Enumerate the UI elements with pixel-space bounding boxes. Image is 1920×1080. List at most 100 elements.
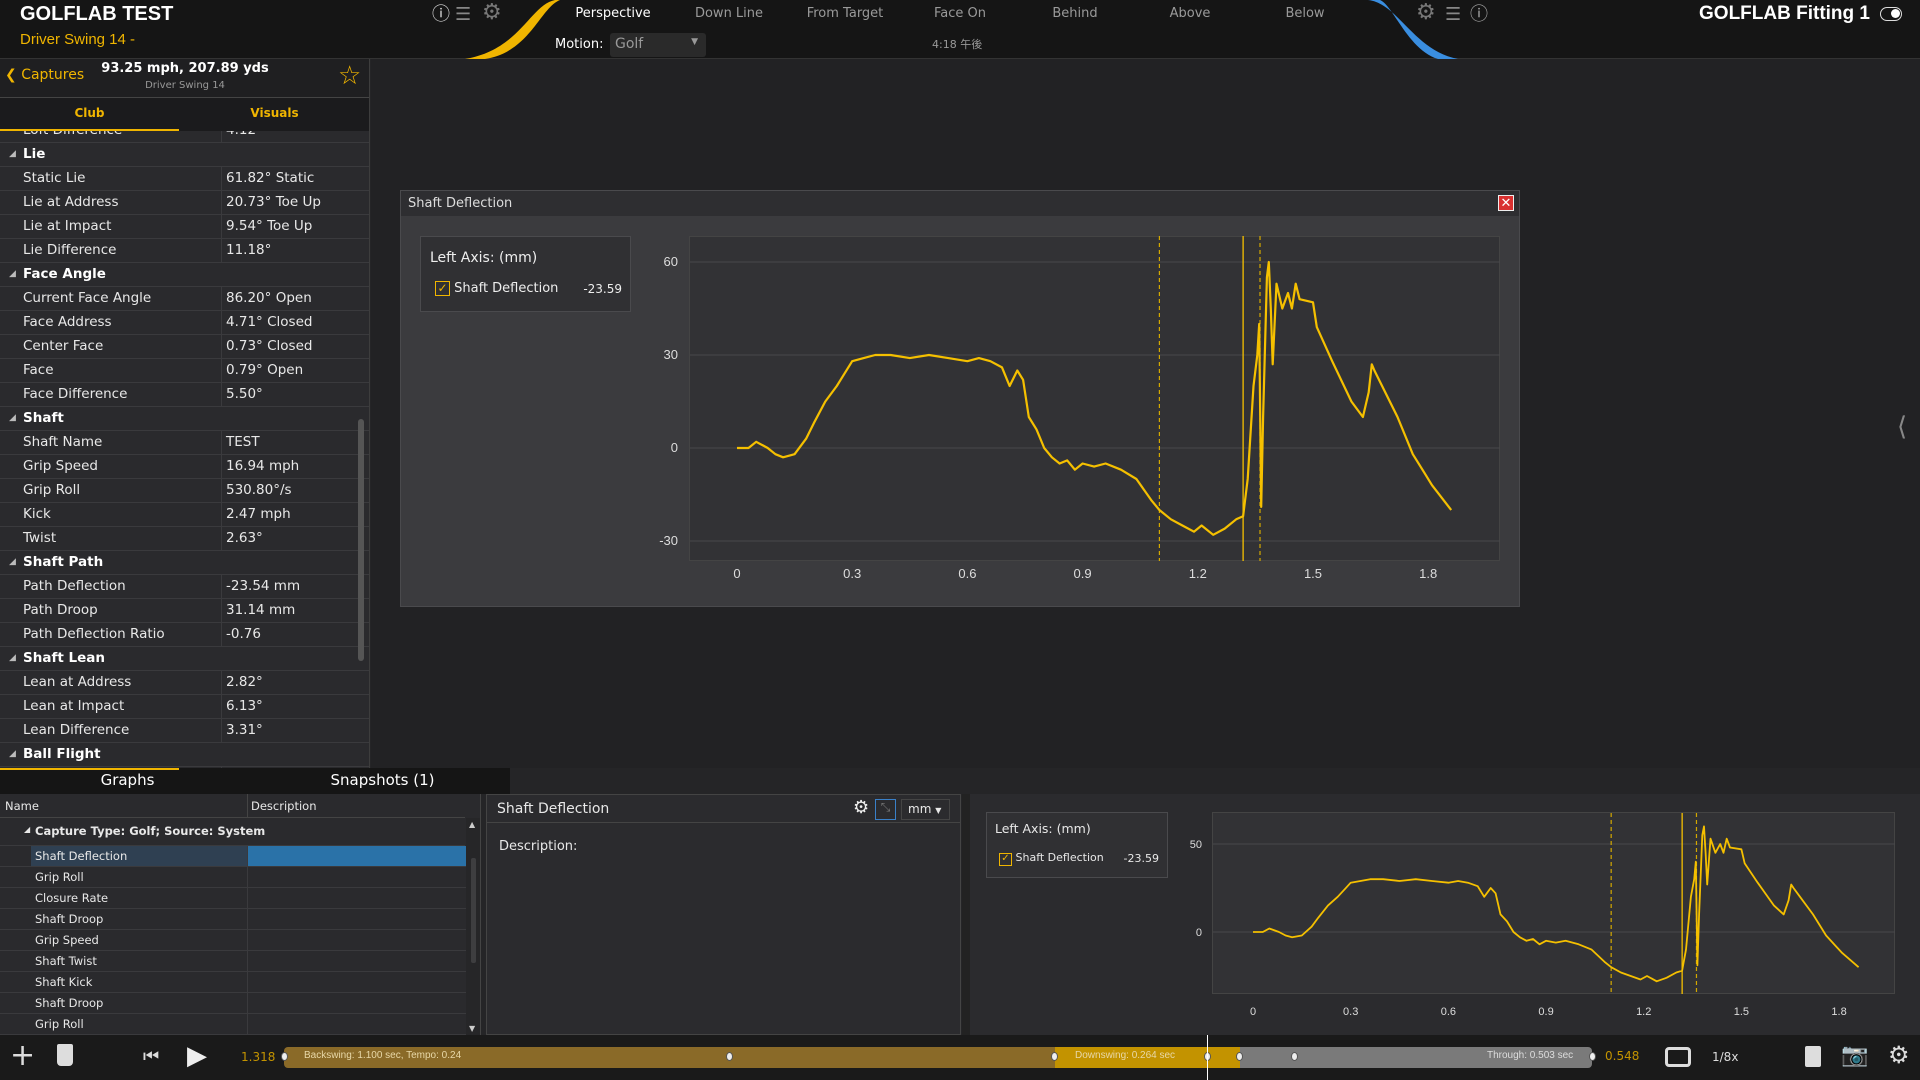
series-checkbox[interactable]: ✓ [435,281,450,296]
mini-chart-svg[interactable]: 50 0 0 0.3 0.6 0.9 1.2 1.5 1.8 [1180,805,1910,1030]
collapse-triangle-icon[interactable]: ◢ [9,413,16,423]
playhead[interactable] [1207,1035,1208,1080]
x-tick-label: 0.9 [1538,1006,1553,1018]
scroll-up-icon[interactable]: ▲ [469,820,476,829]
group-label: Ball Flight [23,746,101,762]
graph-list-item[interactable]: Shaft Twist [0,951,470,972]
list-icon[interactable]: ☰ [1445,4,1462,25]
window-titlebar[interactable]: Shaft Deflection ✕ [401,191,1519,216]
favorite-star-icon[interactable]: ☆ [338,61,362,91]
main-chart-svg[interactable]: 60 30 0 -30 0 0.3 0.6 0.9 1.2 1.5 1.8 [620,230,1510,600]
view-tab-face-on[interactable]: Face On [934,6,986,21]
collapse-triangle-icon[interactable]: ◢ [24,825,31,834]
rewind-icon[interactable]: ⏮ [143,1046,160,1067]
gear-icon[interactable]: ⚙ [853,797,870,818]
timeline-marker[interactable] [1051,1052,1058,1061]
graph-group-row[interactable]: ◢ Capture Type: Golf; Source: System [0,818,465,846]
column-description[interactable]: Description [251,799,317,813]
view-tab-down-line[interactable]: Down Line [694,6,764,21]
captures-back-button[interactable]: ❮ Captures [5,67,85,83]
collapse-arrows-icon[interactable]: ⤡ [875,799,896,820]
collapse-triangle-icon[interactable]: ◢ [9,557,16,567]
camera-icon[interactable]: 📷 [1841,1043,1869,1068]
view-tab-above[interactable]: Above [1169,6,1211,21]
graph-list-item[interactable]: Grip Speed [0,930,470,951]
scroll-down-icon[interactable]: ▼ [469,1024,476,1033]
timeline-marker[interactable] [1236,1052,1243,1061]
graph-list-item[interactable]: Shaft Droop [0,909,470,930]
play-icon[interactable]: ▶ [187,1041,207,1071]
y-tick-label: 60 [664,254,678,269]
view-tab-perspective[interactable]: Perspective [575,6,651,21]
graph-list-scrollbar[interactable]: ▲ ▼ [466,818,480,1035]
graph-list-item[interactable]: Shaft Kick [0,972,470,993]
tab-graphs[interactable]: Graphs [100,771,155,789]
gear-icon[interactable]: ⚙ [482,0,502,25]
properties-panel: ❮ Captures 93.25 mph, 207.89 yds Driver … [0,59,370,768]
legend-series-item[interactable]: ✓ Shaft Deflection [999,851,1104,866]
view-tab-below[interactable]: Below [1285,6,1325,21]
property-name: Center Face [23,338,104,354]
graph-list-item[interactable]: Shaft Deflection [0,846,470,867]
series-checkbox[interactable]: ✓ [999,853,1012,866]
view-tab-behind[interactable]: Behind [1052,6,1098,21]
property-row: Grip Roll 530.80°/s [0,479,369,503]
splitter[interactable] [962,794,970,1035]
units-select[interactable]: mm ▼ [901,799,950,820]
graph-list-item[interactable]: Grip Roll [0,1014,470,1035]
property-value: 2.63° [226,530,263,546]
graph-list-item[interactable]: Closure Rate [0,888,470,909]
close-icon[interactable]: ✕ [1498,195,1514,211]
trash-icon[interactable] [57,1044,73,1066]
legend-series-item[interactable]: ✓ Shaft Deflection [435,281,558,296]
gear-icon[interactable]: ⚙ [1416,0,1436,25]
timeline-marker[interactable] [281,1052,288,1061]
property-row: Kick 2.47 mph [0,503,369,527]
view-tab-from-target[interactable]: From Target [806,6,884,21]
frame-icon[interactable] [1665,1047,1691,1067]
downswing-segment[interactable] [1055,1047,1240,1068]
expand-panel-chevron-icon[interactable]: ⟨ [1897,412,1908,442]
timeline-marker[interactable] [726,1052,733,1061]
list-icon[interactable]: ☰ [455,4,472,25]
column-name[interactable]: Name [5,799,39,813]
timeline-marker[interactable] [1589,1052,1596,1061]
playback-speed[interactable]: 1/8x [1712,1050,1739,1064]
tab-snapshots[interactable]: Snapshots (1) [330,771,435,789]
collapse-triangle-icon[interactable]: ◢ [9,749,16,759]
property-name: Path Deflection [23,578,126,594]
graph-list-item[interactable]: Shaft Droop [0,993,470,1014]
collapse-triangle-icon[interactable]: ◢ [9,653,16,663]
tab-club[interactable]: Club [0,98,179,131]
property-group[interactable]: ◢ Shaft Path [0,551,369,575]
x-tick-label: 0.3 [843,566,861,581]
x-tick-label: 0.6 [958,566,976,581]
motion-select[interactable]: Golf ▼ [610,33,706,57]
properties-scrollbar[interactable] [358,419,364,661]
y-tick-label: 0 [671,440,678,455]
bottom-tabs: Graphs Snapshots (1) [0,768,510,794]
document-icon[interactable] [1805,1046,1821,1067]
toggle-switch[interactable] [1880,7,1902,21]
through-segment[interactable] [1240,1047,1592,1068]
property-group[interactable]: ◢ Shaft Lean [0,647,369,671]
property-group[interactable]: ◢ Face Angle [0,263,369,287]
timeline-marker[interactable] [1291,1052,1298,1061]
property-value: 11.18° [226,242,272,258]
add-icon[interactable]: + [10,1038,36,1073]
info-icon[interactable]: ⓘ [432,4,450,25]
graph-list-item[interactable]: Grip Roll [0,867,470,888]
backswing-segment[interactable] [284,1047,1055,1068]
legend-series-value: -23.59 [583,282,622,296]
gear-icon[interactable]: ⚙ [1888,1041,1910,1069]
property-group[interactable]: ◢ Ball Flight [0,743,369,767]
property-group[interactable]: ◢ Lie [0,143,369,167]
scroll-thumb[interactable] [471,858,476,963]
info-icon[interactable]: ⓘ [1470,4,1488,25]
collapse-triangle-icon[interactable]: ◢ [9,149,16,159]
x-tick-label: 1.5 [1304,566,1322,581]
property-group[interactable]: ◢ Shaft [0,407,369,431]
collapse-triangle-icon[interactable]: ◢ [9,269,16,279]
tab-visuals[interactable]: Visuals [250,106,299,120]
graph-name: Shaft Deflection [35,849,128,863]
